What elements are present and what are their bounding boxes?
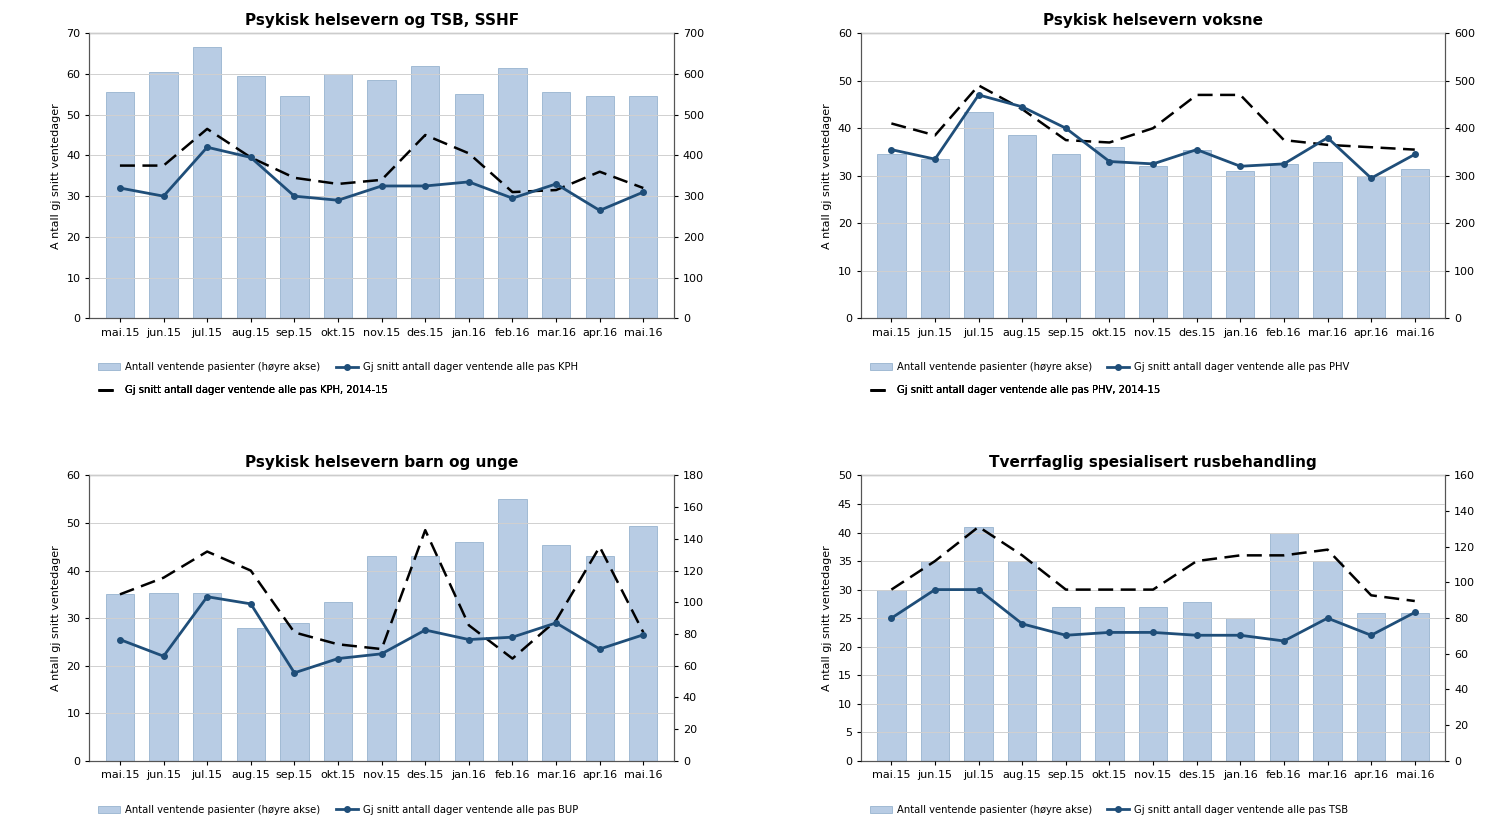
Bar [542,92,571,318]
Bar [629,96,657,318]
Title: Psykisk helsevern barn og unge: Psykisk helsevern barn og unge [244,455,519,470]
Y-axis label: A ntall gj snitt ventedager: A ntall gj snitt ventedager [51,103,61,249]
Bar [1357,613,1386,761]
Bar [280,623,308,761]
Bar [1138,608,1167,761]
Bar [1009,136,1037,318]
Title: Psykisk helsevern voksne: Psykisk helsevern voksne [1043,12,1264,28]
Bar [1313,561,1341,761]
Bar [878,155,906,318]
Bar [280,96,308,318]
Bar [629,526,657,761]
Title: Psykisk helsevern og TSB, SSHF: Psykisk helsevern og TSB, SSHF [244,12,519,28]
Legend: Gj snitt antall dager ventende alle pas KPH, 2014-15: Gj snitt antall dager ventende alle pas … [94,381,392,399]
Bar [878,590,906,761]
Bar [1401,613,1429,761]
Legend: Gj snitt antall dager ventende alle pas PHV, 2014-15: Gj snitt antall dager ventende alle pas … [866,381,1164,399]
Bar [498,68,526,318]
Bar [323,74,352,318]
Bar [1183,150,1211,318]
Bar [323,602,352,761]
Bar [921,159,949,318]
Bar [368,80,396,318]
Bar [1095,608,1123,761]
Y-axis label: A ntall gj snitt ventedager: A ntall gj snitt ventedager [822,545,831,691]
Y-axis label: A ntall gj snitt ventedager: A ntall gj snitt ventedager [51,545,61,691]
Bar [1095,147,1123,318]
Bar [964,527,992,761]
Bar [368,557,396,761]
Bar [194,593,222,761]
Bar [1226,171,1255,318]
Bar [1138,166,1167,318]
Legend: Gj snitt antall dager ventende alle pas TSB, 2014-15: Gj snitt antall dager ventende alle pas … [866,824,1162,827]
Bar [454,94,483,318]
Bar [106,92,134,318]
Legend: Gj snitt antall dager ventende alle pas BUP, 2014-15: Gj snitt antall dager ventende alle pas … [94,824,392,827]
Bar [1052,608,1080,761]
Bar [921,561,949,761]
Bar [1269,533,1298,761]
Bar [586,557,614,761]
Bar [1009,561,1037,761]
Bar [1269,164,1298,318]
Bar [237,628,265,761]
Bar [1313,161,1341,318]
Title: Tverrfaglig spesialisert rusbehandling: Tverrfaglig spesialisert rusbehandling [989,455,1317,470]
Bar [498,500,526,761]
Bar [454,542,483,761]
Bar [237,76,265,318]
Bar [964,112,992,318]
Bar [411,65,440,318]
Bar [1183,602,1211,761]
Bar [586,96,614,318]
Bar [149,593,177,761]
Bar [1401,169,1429,318]
Y-axis label: A ntall gj snitt ventedager: A ntall gj snitt ventedager [822,103,831,249]
Bar [194,47,222,318]
Bar [106,595,134,761]
Bar [542,545,571,761]
Bar [411,557,440,761]
Bar [1226,618,1255,761]
Bar [1052,155,1080,318]
Bar [149,72,177,318]
Bar [1357,176,1386,318]
